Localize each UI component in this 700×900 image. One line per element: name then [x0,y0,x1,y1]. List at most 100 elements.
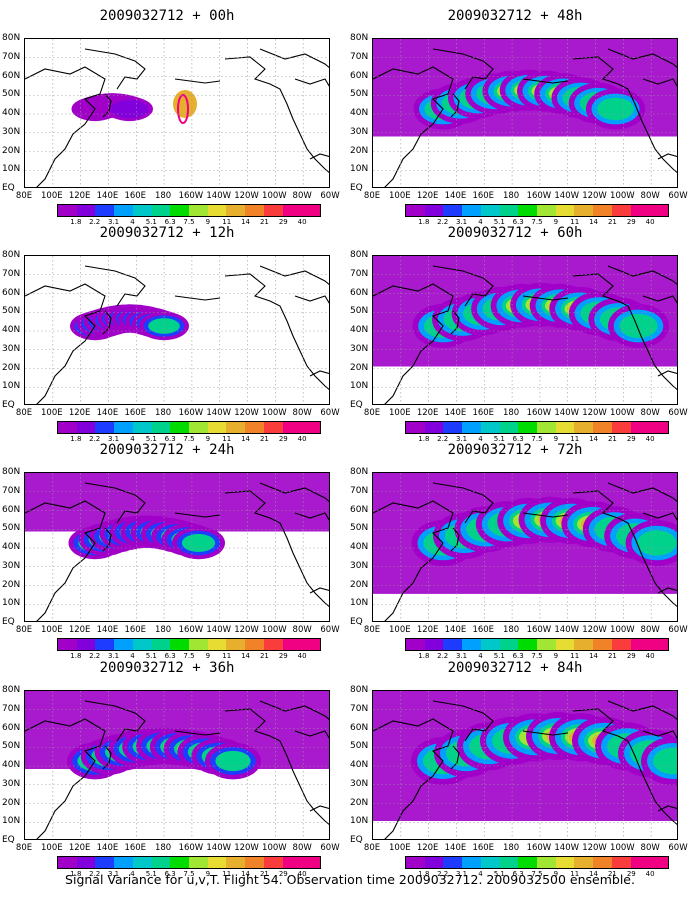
colorbar-label: 1.8 [418,435,430,443]
longitude-label: 140E [444,843,467,853]
colorbar-swatch [480,422,500,433]
longitude-label: 160E [124,625,147,635]
longitude-label: 100E [41,408,63,418]
longitude-label: 180 [154,625,172,635]
panel-title: 2009032712 + 36h [99,660,235,676]
coastline-4 [522,78,569,84]
colorbar-swatch [263,639,283,650]
colorbar-label: 40 [645,435,655,443]
variance-field [25,473,329,621]
colorbar-label: 14 [241,652,251,660]
colorbar-label: 3.1 [455,870,468,878]
latitude-label: 40N [350,760,369,770]
colorbar-swatch [282,422,302,433]
longitude-label: 120E [416,191,439,201]
colorbar-swatch [189,857,208,868]
colorbar-label: 9 [205,435,211,443]
latitude-label: EQ [350,835,363,845]
colorbar-label: 2.2 [89,870,101,878]
colorbar-label: 29 [278,435,288,443]
map-plot [372,472,678,622]
colorbar-swatch [462,857,481,868]
longitude-label: 100W [610,625,635,635]
colorbar-swatch [282,857,302,868]
latitude-label: 60N [350,722,369,733]
colorbar-swatch [630,639,650,650]
colorbar-swatch [406,422,425,433]
longitude-label: 60W [668,408,688,418]
coastline-7 [657,370,677,377]
colorbar-label: 29 [626,435,636,443]
colorbar-swatch [95,422,115,433]
coastline-6 [294,78,329,87]
colorbar-label: 4 [478,652,483,660]
colorbar-swatch [76,205,96,216]
colorbar-label: 40 [297,218,307,226]
latitude-label: 70N [2,485,21,496]
map-panel: 2009032712 + 24h 80N 70N 60N 50N 40N 30N 20N 10N… [2,442,340,660]
coastline-5 [607,700,677,721]
longitude-label: 100W [262,191,287,201]
longitude-labels: 80E 100E 120E 140E 160E 180 160W 140W 120W 100W 80… [16,843,340,853]
colorbar-swatch [245,857,264,868]
latitude-label: 70N [2,268,21,279]
longitude-label: 120W [582,191,607,201]
colorbar: 1.8 2.2 3.1 4 5.1 6.3 7.5 9 11 14 21 29 40 [57,638,321,660]
colorbar-label: 2.2 [437,652,449,660]
map-panel: 2009032712 + 84h 80N 70N 60N 50N 40N 30N 20N 10N… [350,660,688,878]
colorbar-swatch [443,639,463,650]
latitude-label: 50N [350,523,369,534]
latitude-label: 10N [2,164,21,175]
coastline-5 [607,265,677,286]
colorbar-swatch [76,639,96,650]
longitude-label: 80W [292,625,312,635]
colorbar-label: 4 [130,652,135,660]
longitude-label: 60W [320,625,340,635]
colorbar-swatch [226,205,246,216]
longitude-label: 100W [262,843,287,853]
panel-title: 2009032712 + 72h [447,442,583,458]
longitude-labels: 80E 100E 120E 140E 160E 180 160W 140W 120W 100W 80… [364,625,688,635]
colorbar-swatch [593,639,612,650]
longitude-label: 140W [206,843,232,853]
colorbar-swatch [424,639,444,650]
colorbar-swatch [406,639,425,650]
colorbar-swatch [649,639,669,650]
colorbar-swatch [443,205,463,216]
colorbar-swatch [630,857,650,868]
colorbar-label: 5.1 [145,870,157,878]
colorbar-swatch [189,205,208,216]
latitude-label: EQ [350,617,363,627]
latitude-label: 50N [2,89,21,100]
latitude-label: 40N [2,542,21,552]
colorbar-swatch [263,205,283,216]
colorbar-swatch [58,639,77,650]
longitude-label: 100E [389,625,411,635]
longitude-label: 60W [320,191,340,201]
latitude-label: 60N [2,504,21,515]
colorbar-swatch [114,422,133,433]
longitude-label: 160W [526,191,552,201]
colorbar-swatch [518,205,538,216]
latitude-labels: 80N 70N 60N 50N 40N 30N 20N 10N EQ [2,34,24,193]
longitude-label: 80W [640,408,660,418]
colorbar-swatch [207,639,227,650]
colorbar-label: 4 [130,870,135,878]
coastline-4 [522,295,569,301]
longitude-label: 60W [668,625,688,635]
longitude-label: 120W [234,625,259,635]
longitude-label: 140W [554,625,580,635]
longitude-label: 160W [526,843,552,853]
colorbar-swatch [151,205,171,216]
colorbar-label: 4 [478,870,483,878]
colorbar-label: 29 [626,652,636,660]
map-plot [372,255,678,405]
colorbar-swatch [537,422,556,433]
longitude-label: 120E [416,408,439,418]
latitude-label: 80N [350,685,369,695]
colorbar-swatch [301,639,321,650]
variance-field [25,39,329,187]
longitude-label: 140E [444,625,467,635]
colorbar-swatch [649,857,669,868]
colorbar-label: 5.1 [145,652,157,660]
